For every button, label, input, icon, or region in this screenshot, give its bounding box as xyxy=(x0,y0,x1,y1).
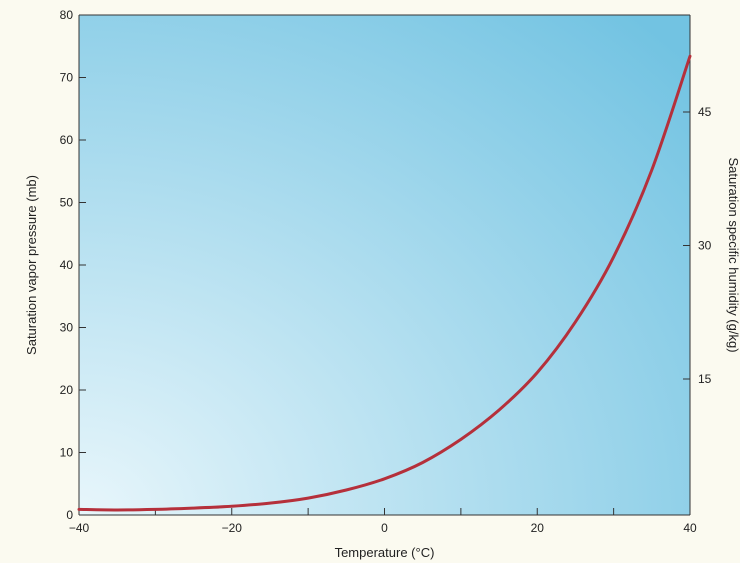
vapor-pressure-curve xyxy=(77,54,692,512)
y2-axis-title: Saturation specific humidity (g/kg) xyxy=(726,157,740,352)
x-axis-title: Temperature (°C) xyxy=(335,545,435,560)
x-tick-label: −20 xyxy=(222,521,243,535)
y-tick-label: 10 xyxy=(60,446,74,460)
x-tick-label: 20 xyxy=(531,521,545,535)
y-tick-label: 30 xyxy=(60,321,74,335)
y-tick-label: 0 xyxy=(66,508,73,522)
plot-area xyxy=(79,15,690,515)
x-tick-label: 0 xyxy=(381,521,388,535)
y2-tick-label: 30 xyxy=(698,239,712,253)
y-axis-title: Saturation vapor pressure (mb) xyxy=(24,175,39,355)
y-tick-label: 40 xyxy=(60,258,74,272)
y2-tick-label: 15 xyxy=(698,372,712,386)
y-tick-label: 60 xyxy=(60,133,74,147)
y2-tick-label: 45 xyxy=(698,105,712,119)
y-tick-label: 80 xyxy=(60,8,74,22)
y-tick-label: 20 xyxy=(60,383,74,397)
x-tick-label: 40 xyxy=(683,521,697,535)
x-tick-label: −40 xyxy=(69,521,90,535)
y-tick-label: 50 xyxy=(60,196,74,210)
y-tick-label: 70 xyxy=(60,71,74,85)
